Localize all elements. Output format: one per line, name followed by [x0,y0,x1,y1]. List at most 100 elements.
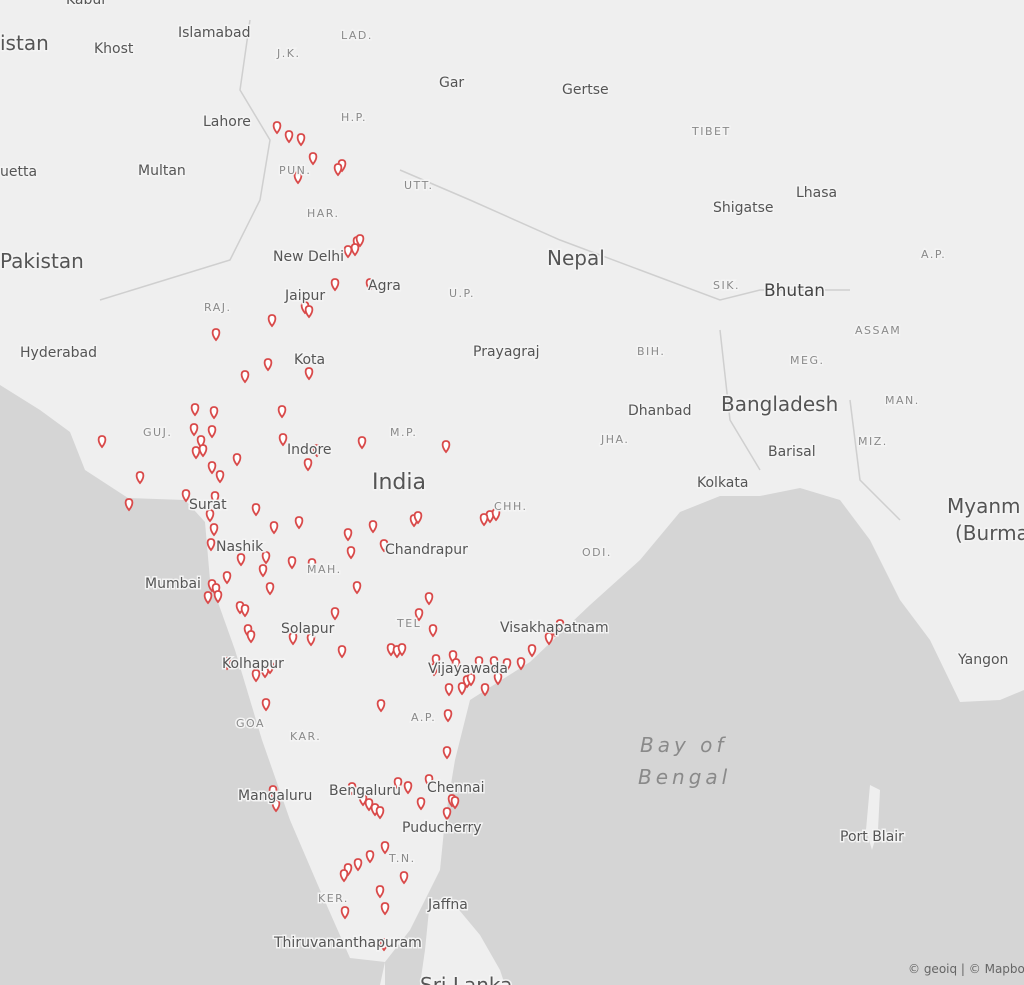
location-pin[interactable] [308,152,318,166]
location-pin[interactable] [457,682,467,696]
location-pin[interactable] [343,528,353,542]
location-pin[interactable] [339,869,349,883]
location-pin[interactable] [424,592,434,606]
location-pin[interactable] [271,799,281,813]
location-pin[interactable] [304,305,314,319]
location-pin[interactable] [550,624,560,638]
location-pin[interactable] [265,582,275,596]
location-pin[interactable] [365,850,375,864]
location-pin[interactable] [269,521,279,535]
location-pin[interactable] [272,121,282,135]
location-pin[interactable] [343,245,353,259]
location-pin[interactable] [493,672,503,686]
location-pin[interactable] [261,551,271,565]
location-pin[interactable] [330,278,340,292]
location-pin[interactable] [352,581,362,595]
location-pin[interactable] [268,785,278,799]
location-pin[interactable] [287,556,297,570]
location-pin[interactable] [124,498,134,512]
location-pin[interactable] [516,657,526,671]
location-pin[interactable] [424,774,434,788]
location-pin[interactable] [210,491,220,505]
location-pin[interactable] [191,446,201,460]
location-pin[interactable] [340,906,350,920]
location-pin[interactable] [479,513,489,527]
location-pin[interactable] [365,278,375,292]
location-pin[interactable] [296,133,306,147]
location-pin[interactable] [450,796,460,810]
location-pin[interactable] [399,871,409,885]
location-pin[interactable] [491,508,501,522]
location-pin[interactable] [207,461,217,475]
location-pin[interactable] [190,403,200,417]
location-pin[interactable] [206,538,216,552]
location-pin[interactable] [261,698,271,712]
location-pin[interactable] [442,807,452,821]
location-pin[interactable] [355,234,365,248]
location-pin[interactable] [288,632,298,646]
location-pin[interactable] [209,406,219,420]
location-pin[interactable] [304,367,314,381]
location-pin[interactable] [263,358,273,372]
location-pin[interactable] [307,558,317,572]
location-pin[interactable] [441,440,451,454]
location-pin[interactable] [480,683,490,697]
location-pin[interactable] [251,503,261,517]
location-pin[interactable] [333,163,343,177]
location-pin[interactable] [135,471,145,485]
location-pin[interactable] [312,444,322,458]
location-pin[interactable] [267,314,277,328]
location-pin[interactable] [442,746,452,760]
location-pin[interactable] [211,328,221,342]
location-pin[interactable] [416,797,426,811]
location-pin[interactable] [232,453,242,467]
location-pin[interactable] [181,489,191,503]
location-pin[interactable] [544,632,554,646]
location-pin[interactable] [222,571,232,585]
location-pin[interactable] [379,938,389,952]
location-pin[interactable] [428,624,438,638]
location-pin[interactable] [375,885,385,899]
location-pin[interactable] [97,435,107,449]
location-pin[interactable] [240,604,250,618]
location-pin[interactable] [380,902,390,916]
location-pin[interactable] [527,644,537,658]
location-pin[interactable] [443,709,453,723]
location-pin[interactable] [414,608,424,622]
location-pin[interactable] [278,433,288,447]
location-pin[interactable] [444,683,454,697]
location-pin[interactable] [209,523,219,537]
location-pin[interactable] [375,806,385,820]
location-pin[interactable] [397,643,407,657]
location-pin[interactable] [357,436,367,450]
location-pin[interactable] [189,423,199,437]
location-pin[interactable] [222,657,232,671]
location-pin[interactable] [393,777,403,791]
location-pin[interactable] [368,520,378,534]
location-pin[interactable] [246,630,256,644]
location-pin[interactable] [429,663,439,677]
location-pin[interactable] [205,509,215,523]
location-pin[interactable] [403,781,413,795]
location-pin[interactable] [284,130,294,144]
location-pin[interactable] [347,782,357,796]
location-pin[interactable] [555,619,565,633]
location-pin[interactable] [379,539,389,553]
location-pin[interactable] [207,425,217,439]
location-pin[interactable] [306,633,316,647]
location-pin[interactable] [489,656,499,670]
location-pin[interactable] [240,370,250,384]
location-pin[interactable] [353,858,363,872]
location-pin[interactable] [346,546,356,560]
location-pin[interactable] [474,656,484,670]
location-pin[interactable] [466,673,476,687]
location-pin[interactable] [265,661,275,675]
location-pin[interactable] [337,645,347,659]
location-pin[interactable] [293,171,303,185]
location-pin[interactable] [236,553,246,567]
location-pin[interactable] [330,607,340,621]
location-pin[interactable] [203,591,213,605]
location-pin[interactable] [251,669,261,683]
location-pin[interactable] [277,405,287,419]
location-pin[interactable] [376,699,386,713]
